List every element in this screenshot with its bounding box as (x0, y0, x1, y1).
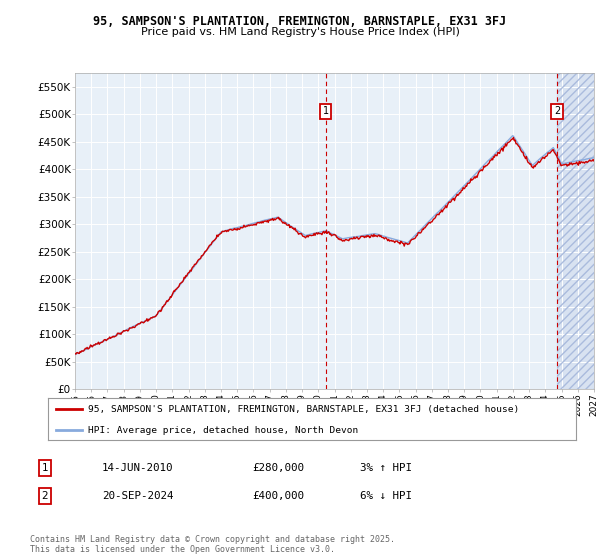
Text: 1: 1 (323, 106, 329, 116)
Text: Contains HM Land Registry data © Crown copyright and database right 2025.
This d: Contains HM Land Registry data © Crown c… (30, 535, 395, 554)
Text: HPI: Average price, detached house, North Devon: HPI: Average price, detached house, Nort… (88, 426, 358, 435)
Text: 2: 2 (41, 491, 49, 501)
Text: Price paid vs. HM Land Registry's House Price Index (HPI): Price paid vs. HM Land Registry's House … (140, 27, 460, 38)
Bar (557, 73, 600, 389)
Text: 2: 2 (554, 106, 560, 116)
Text: 14-JUN-2010: 14-JUN-2010 (102, 463, 173, 473)
Text: 1: 1 (41, 463, 49, 473)
Bar (557, 73, 600, 389)
Text: 95, SAMPSON'S PLANTATION, FREMINGTON, BARNSTAPLE, EX31 3FJ: 95, SAMPSON'S PLANTATION, FREMINGTON, BA… (94, 15, 506, 28)
Text: 95, SAMPSON'S PLANTATION, FREMINGTON, BARNSTAPLE, EX31 3FJ (detached house): 95, SAMPSON'S PLANTATION, FREMINGTON, BA… (88, 405, 519, 414)
Text: 20-SEP-2024: 20-SEP-2024 (102, 491, 173, 501)
Text: £400,000: £400,000 (252, 491, 304, 501)
Text: £280,000: £280,000 (252, 463, 304, 473)
Text: 3% ↑ HPI: 3% ↑ HPI (360, 463, 412, 473)
Text: 6% ↓ HPI: 6% ↓ HPI (360, 491, 412, 501)
